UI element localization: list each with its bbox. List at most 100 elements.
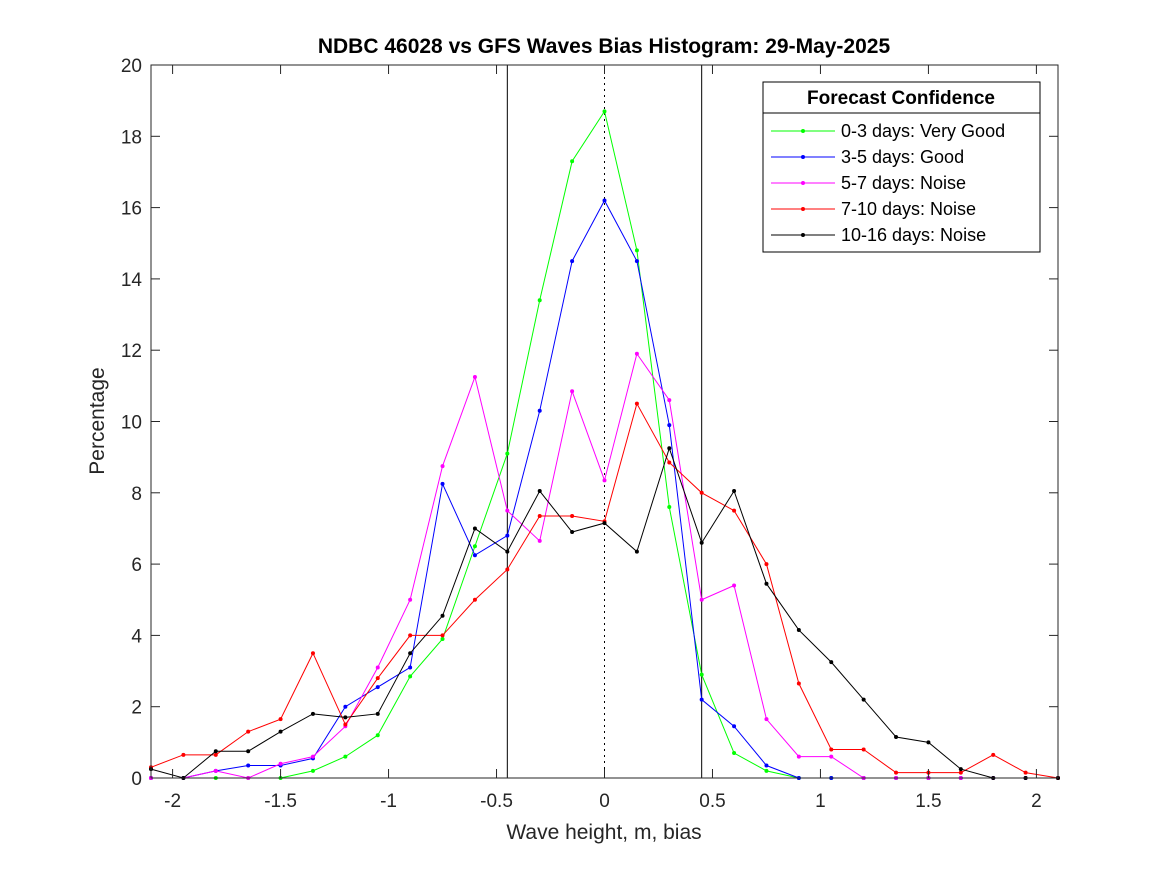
series-2-point-4 [278, 761, 283, 766]
legend-marker-2 [801, 181, 805, 185]
series-4-point-24 [926, 740, 931, 745]
series-2-point-12 [537, 538, 542, 543]
series-2-point-11 [505, 508, 510, 513]
series-3-point-23 [894, 770, 899, 775]
series-3-point-3 [246, 729, 251, 734]
series-1-point-6 [343, 704, 348, 709]
series-2-point-19 [764, 717, 769, 722]
y-tick-label: 20 [121, 56, 142, 77]
series-3-point-25 [958, 770, 963, 775]
series-2-point-2 [213, 768, 218, 773]
series-3-point-19 [764, 562, 769, 567]
series-0-point-14 [602, 109, 607, 114]
series-4-point-6 [343, 715, 348, 720]
y-tick-label: 8 [131, 484, 142, 505]
series-4-point-5 [310, 711, 315, 716]
series-3-point-26 [991, 752, 996, 757]
y-tick-label: 2 [131, 698, 142, 719]
series-2-point-16 [667, 398, 672, 403]
legend-box [762, 81, 1041, 253]
series-1-point-11 [505, 533, 510, 538]
y-tick-label: 4 [131, 626, 142, 647]
y-tick-label: 6 [131, 555, 142, 576]
series-4-point-22 [861, 697, 866, 702]
legend: Forecast Confidence 0-3 days: Very Good 3… [762, 81, 1041, 253]
series-4-point-11 [505, 549, 510, 554]
series-2 [149, 351, 1060, 780]
series-3-point-17 [699, 490, 704, 495]
x-axis-label: Wave height, m, bias [506, 821, 701, 844]
series-2-point-13 [570, 389, 575, 394]
series-2-point-7 [375, 665, 380, 670]
series-0-point-12 [537, 298, 542, 303]
series-2-point-15 [634, 351, 639, 356]
series-1-point-14 [602, 198, 607, 203]
data-series [149, 109, 1060, 780]
legend-label: 7-10 days: Noise [841, 199, 976, 219]
legend-item-4: 10-16 days: Noise [771, 225, 986, 245]
series-0-point-15 [634, 248, 639, 253]
legend-label: 3-5 days: Good [841, 147, 964, 167]
series-2-point-8 [408, 597, 413, 602]
legend-marker-0 [801, 129, 805, 133]
y-tick-labels: 0 2 4 6 8 10 12 14 16 18 20 [121, 56, 143, 790]
legend-item-2: 5-7 days: Noise [771, 173, 966, 193]
series-4-point-12 [537, 489, 542, 494]
reference-lines [506, 65, 703, 778]
series-3-point-2 [213, 752, 218, 757]
series-0-point-18 [732, 751, 737, 756]
series-4-point-15 [634, 549, 639, 554]
series-3-point-7 [375, 676, 380, 681]
legend-item-3: 7-10 days: Noise [771, 199, 976, 219]
x-tick-label: -2 [164, 791, 181, 812]
series-0-point-8 [408, 674, 413, 679]
series-2-point-18 [732, 583, 737, 588]
series-3-point-16 [667, 460, 672, 465]
legend-items: 0-3 days: Very Good 3-5 days: Good 5-7 day… [771, 121, 1005, 245]
axis-ticks [151, 64, 1058, 779]
series-3-point-5 [310, 651, 315, 656]
legend-item-0: 0-3 days: Very Good [771, 121, 1005, 141]
series-4-point-9 [440, 613, 445, 618]
series-1-point-15 [634, 259, 639, 264]
y-tick-label: 18 [121, 127, 142, 148]
series-4-point-21 [829, 660, 834, 665]
y-tick-label: 10 [121, 413, 142, 434]
series-3-point-1 [181, 752, 186, 757]
series-4-point-19 [764, 581, 769, 586]
series-0-point-13 [570, 159, 575, 164]
series-2-point-10 [472, 374, 477, 379]
legend-marker-1 [801, 155, 805, 159]
x-tick-label: 0.5 [699, 791, 725, 812]
series-0-point-11 [505, 451, 510, 456]
series-1-point-13 [570, 259, 575, 264]
legend-title: Forecast Confidence [807, 88, 995, 109]
series-0-point-19 [764, 768, 769, 773]
series-1-point-9 [440, 481, 445, 486]
series-4 [149, 446, 1060, 780]
series-4-point-17 [699, 540, 704, 545]
x-tick-label: -0.5 [480, 791, 513, 812]
legend-marker-4 [801, 233, 805, 237]
x-tick-label: 0 [599, 791, 610, 812]
series-1-point-12 [537, 408, 542, 413]
series-1-point-19 [764, 763, 769, 768]
series-4-point-20 [796, 628, 801, 633]
series-3-point-13 [570, 513, 575, 518]
series-3-point-10 [472, 597, 477, 602]
series-3-point-9 [440, 633, 445, 638]
legend-label: 10-16 days: Noise [841, 225, 986, 245]
series-1-point-7 [375, 685, 380, 690]
series-0-point-16 [667, 505, 672, 510]
series-4-point-16 [667, 446, 672, 451]
y-tick-label: 0 [131, 769, 142, 790]
series-2-point-21 [829, 754, 834, 759]
series-3-point-27 [1023, 770, 1028, 775]
y-tick-label: 14 [121, 270, 143, 291]
series-0-point-7 [375, 733, 380, 738]
series-1-point-17 [699, 697, 704, 702]
x-tick-label: -1.5 [264, 791, 297, 812]
series-2-point-17 [699, 597, 704, 602]
legend-label: 5-7 days: Noise [841, 173, 966, 193]
y-tick-label: 16 [121, 199, 142, 220]
